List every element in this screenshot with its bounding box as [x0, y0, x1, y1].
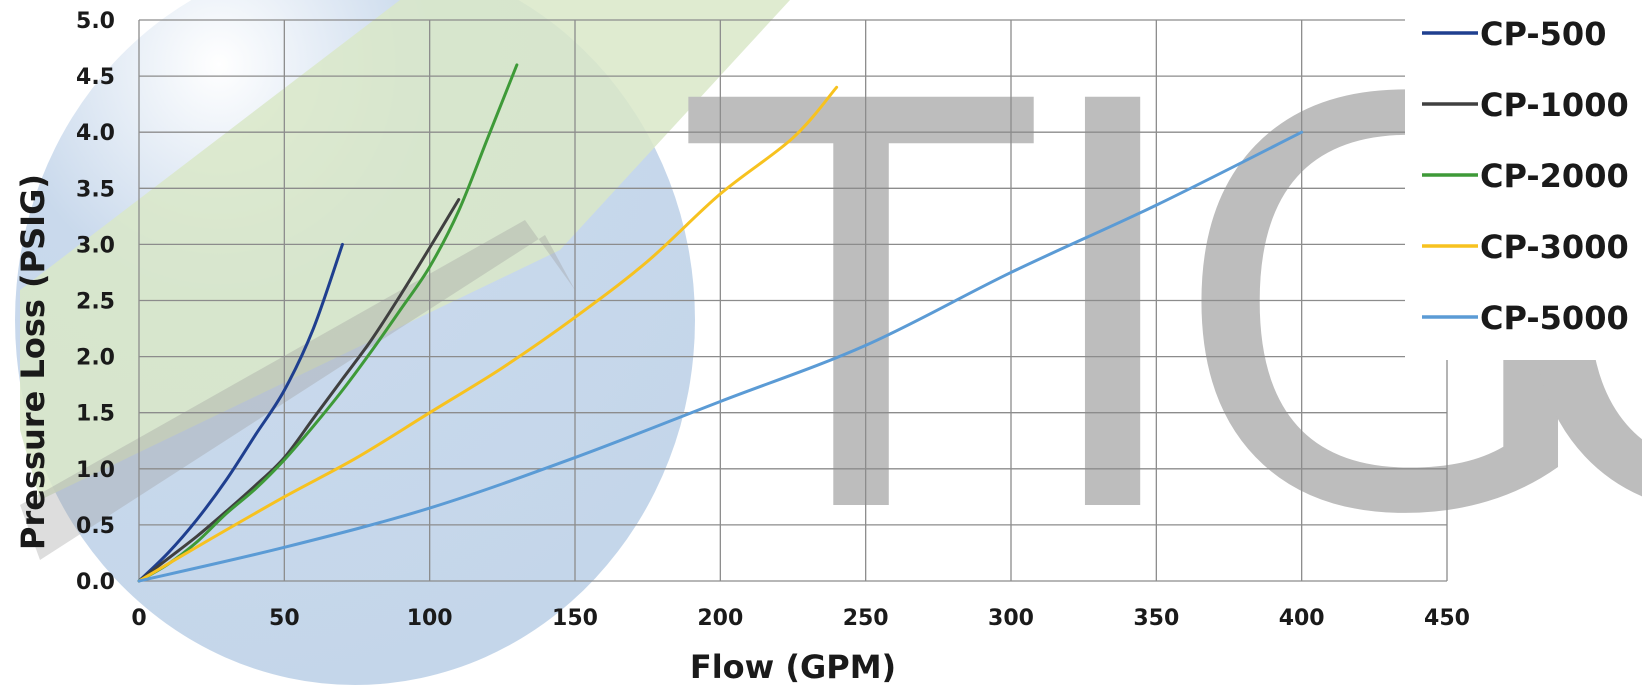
y-tick-label: 3.0	[76, 233, 115, 258]
grid-lines	[138, 19, 1448, 582]
legend-label-cp-2000: CP-2000	[1480, 157, 1629, 195]
series-line-cp-3000	[137, 85, 839, 583]
series-lines	[137, 63, 1304, 583]
y-axis-title: Pressure Loss (PSIG)	[14, 174, 52, 550]
legend-label-cp-500: CP-500	[1480, 15, 1606, 53]
watermark-green-stripe	[20, 0, 790, 500]
y-tick-label: 4.5	[76, 65, 115, 90]
series-line-cp-5000	[137, 130, 1304, 583]
x-tick-label: 300	[988, 606, 1034, 631]
x-tick-label: 200	[697, 606, 743, 631]
legend: CP-500 CP-1000 CP-2000 CP-3000 CP-5000	[1405, 0, 1642, 360]
watermark-background: T I G C	[15, 0, 1642, 685]
watermark-letter-t: T	[681, 0, 1040, 638]
y-tick-label: 5.0	[76, 9, 115, 34]
y-tick-label: 3.5	[76, 177, 115, 202]
y-tick-label: 1.0	[76, 458, 115, 483]
x-tick-label: 100	[407, 606, 453, 631]
series-line-cp-2000	[137, 63, 519, 583]
x-tick-label: 150	[552, 606, 598, 631]
legend-label-cp-5000: CP-5000	[1480, 299, 1629, 337]
y-tick-label: 2.0	[76, 346, 115, 371]
x-tick-label: 250	[843, 606, 889, 631]
x-tick-label: 350	[1133, 606, 1179, 631]
y-tick-label: 0.5	[76, 514, 115, 539]
legend-background	[1405, 0, 1642, 360]
legend-label-cp-3000: CP-3000	[1480, 228, 1629, 266]
x-tick-label: 450	[1424, 606, 1470, 631]
x-axis-ticks: 0 50 100 150 200 250 300 350 400 450	[131, 606, 1470, 631]
y-tick-label: 0.0	[76, 570, 115, 595]
y-tick-label: 1.5	[76, 402, 115, 427]
series-line-cp-1000	[137, 198, 461, 583]
x-tick-label: 0	[131, 606, 146, 631]
legend-label-cp-1000: CP-1000	[1480, 86, 1629, 124]
x-tick-label: 50	[269, 606, 300, 631]
x-tick-label: 400	[1279, 606, 1325, 631]
series-line-cp-500	[137, 242, 344, 583]
y-tick-label: 4.0	[76, 121, 115, 146]
watermark-gray-stripe	[20, 220, 575, 560]
y-tick-label: 2.5	[76, 290, 115, 315]
x-axis-title: Flow (GPM)	[690, 648, 896, 686]
watermark-letter-i: I	[1030, 0, 1195, 638]
y-axis-ticks: 0.0 0.5 1.0 1.5 2.0 2.5 3.0 3.5 4.0 4.5 5.0	[76, 9, 115, 595]
